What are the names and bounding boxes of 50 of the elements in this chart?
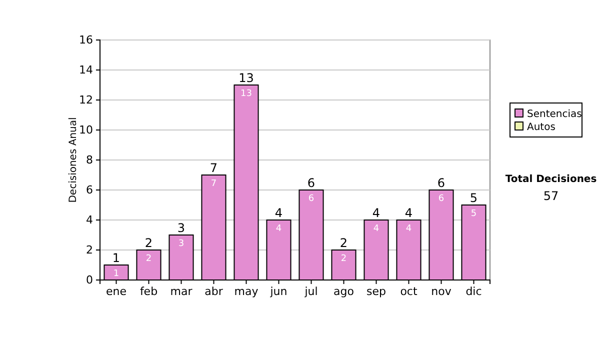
text: Total Decisiones — [505, 174, 597, 185]
x-tick-label: nov — [431, 284, 452, 298]
y-tick-label: 10 — [79, 124, 93, 137]
x-tick-label: sep — [366, 284, 386, 298]
y-axis-title: Decisiones Anual — [68, 117, 79, 203]
legend-label: Autos — [527, 122, 556, 133]
data-label: 1 — [113, 269, 120, 279]
y-tick-label: 0 — [86, 274, 93, 287]
total-label: 4 — [404, 206, 413, 220]
text: 57 — [543, 189, 559, 203]
total-label: 2 — [144, 236, 153, 250]
y-tick-label: 14 — [79, 64, 93, 77]
x-tick-label: feb — [140, 284, 158, 298]
legend-label: Sentencias — [527, 109, 582, 120]
x-tick-label: mar — [170, 284, 193, 298]
x-tick-label: oct — [400, 284, 418, 298]
x-tick-label: dic — [466, 284, 482, 298]
total-label: 1 — [112, 251, 120, 265]
y-tick-label: 16 — [79, 34, 93, 47]
data-label: 13 — [240, 89, 252, 99]
total-label: 4 — [274, 206, 283, 220]
y-tick-label: 8 — [86, 154, 93, 167]
x-tick-label: may — [234, 284, 259, 298]
data-label: 4 — [406, 224, 412, 234]
data-label: 3 — [178, 239, 184, 249]
data-label: 6 — [308, 194, 314, 204]
x-tick-label: jul — [304, 284, 318, 298]
total-label: 6 — [437, 176, 446, 190]
total-label: 7 — [210, 161, 218, 175]
data-label: 4 — [373, 224, 380, 234]
y-tick-label: 6 — [86, 184, 93, 197]
total-label: 3 — [177, 221, 186, 235]
y-tick-label: 12 — [79, 94, 93, 107]
x-tick-label: ago — [334, 284, 354, 298]
total-label: 4 — [372, 206, 380, 220]
total-label: 13 — [238, 71, 254, 85]
total-label: 5 — [470, 191, 478, 205]
x-tick-label: jun — [269, 284, 288, 298]
y-tick-label: 4 — [86, 214, 93, 227]
y-tick-label: 2 — [86, 244, 93, 257]
data-label: 2 — [146, 254, 152, 264]
data-label: 5 — [470, 209, 477, 219]
x-tick-label: ene — [106, 284, 127, 298]
data-label: 7 — [210, 179, 217, 189]
total-label: 6 — [307, 176, 316, 190]
data-label: 2 — [340, 254, 347, 264]
total-label: 2 — [340, 236, 348, 250]
data-label: 6 — [438, 194, 444, 204]
x-tick-label: abr — [204, 284, 224, 298]
data-label: 4 — [276, 224, 282, 234]
